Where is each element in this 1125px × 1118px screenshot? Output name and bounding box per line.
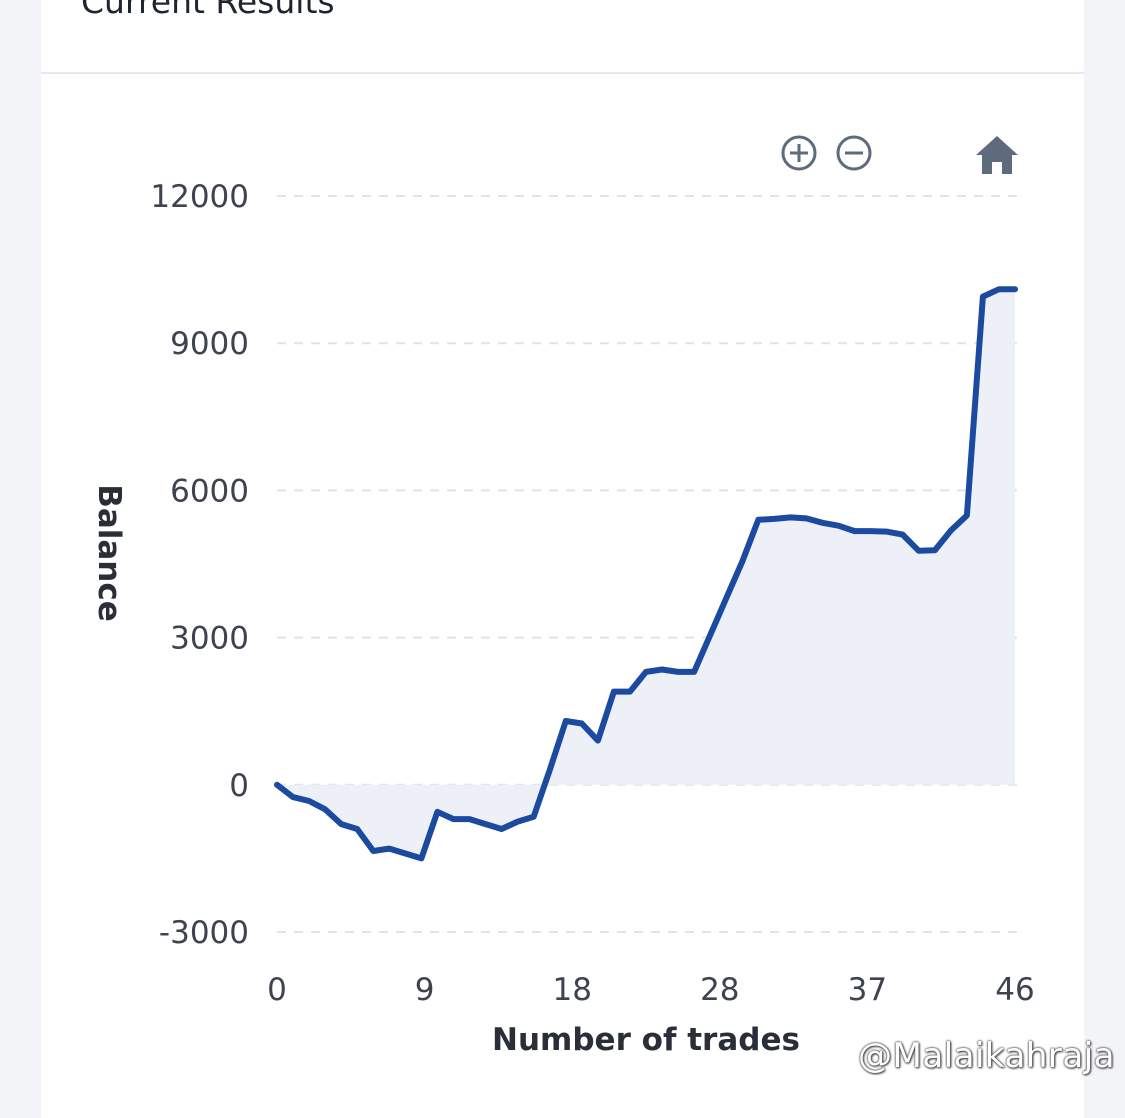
- y-tick-label: 3000: [170, 621, 249, 657]
- balance-area: [277, 289, 1015, 859]
- zoom-in-icon: [781, 135, 817, 171]
- y-tick-label: 6000: [170, 473, 249, 509]
- balance-chart: 12000 9000 6000 3000 0 -3000 0 9 18 28 37 46 Balan…: [91, 179, 1035, 1058]
- card-header: Current Results: [41, 0, 1084, 74]
- y-tick-label: 0: [229, 768, 249, 804]
- x-tick-label: 0: [267, 972, 287, 1008]
- zoom-in-button[interactable]: [779, 133, 819, 173]
- y-tick-label: 12000: [150, 179, 249, 215]
- x-tick-label: 37: [848, 972, 887, 1008]
- balance-line: [274, 286, 1018, 862]
- x-axis-title: Number of trades: [492, 1022, 800, 1058]
- results-card: Current Results 12000 9000 6000 3000 0 -3000 …: [41, 0, 1084, 1118]
- y-tick-label: 9000: [170, 326, 249, 362]
- card-title: Current Results: [81, 0, 335, 21]
- x-tick-label: 9: [415, 972, 435, 1008]
- zoom-out-button[interactable]: [834, 133, 874, 173]
- home-icon: [976, 136, 1018, 174]
- x-tick-label: 18: [552, 972, 591, 1008]
- x-axis-ticks: 0 9 18 28 37 46: [267, 972, 1035, 1008]
- y-tick-label: -3000: [159, 915, 249, 951]
- watermark-text: @Malaikahraja: [858, 1036, 1115, 1076]
- x-tick-label: 46: [995, 972, 1034, 1008]
- zoom-out-icon: [836, 135, 872, 171]
- y-axis-ticks: 12000 9000 6000 3000 0 -3000: [150, 179, 249, 951]
- chart-area-layer: [277, 289, 1015, 859]
- reset-zoom-button[interactable]: [974, 134, 1020, 176]
- y-axis-title: Balance: [91, 484, 127, 622]
- chart-line-layer: [274, 286, 1018, 862]
- x-tick-label: 28: [700, 972, 739, 1008]
